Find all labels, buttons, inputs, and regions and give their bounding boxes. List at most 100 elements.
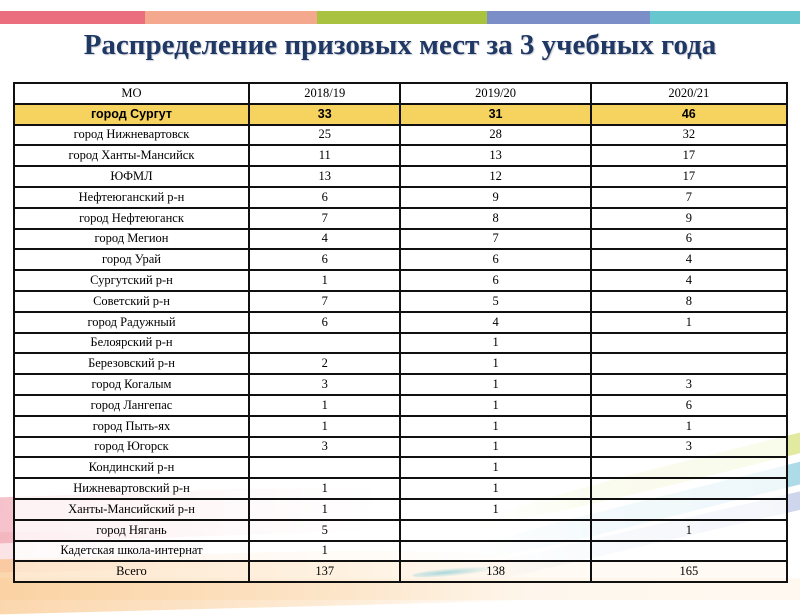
value-cell: 2018/19 xyxy=(247,82,402,105)
value-cell: 1 xyxy=(589,310,789,334)
value-cell: 6 xyxy=(399,248,592,272)
value-cell xyxy=(589,477,789,500)
value-cell: 1 xyxy=(589,518,789,542)
stripe-segment-4 xyxy=(487,11,651,24)
value-cell: 5 xyxy=(247,518,402,542)
table-row: Советский р-н 7 5 8 xyxy=(13,289,789,313)
value-cell: 6 xyxy=(247,185,402,209)
table-row: город Лангепас 1 1 6 xyxy=(13,393,789,417)
value-cell: 2020/21 xyxy=(589,82,789,105)
value-cell: 1 xyxy=(399,393,592,417)
value-cell: 6 xyxy=(399,269,592,292)
value-cell: 7 xyxy=(247,289,402,313)
value-cell: 3 xyxy=(589,435,789,459)
value-cell xyxy=(399,518,592,542)
value-cell: 1 xyxy=(399,373,592,396)
row-label-cell: город Югорск xyxy=(13,435,250,459)
value-cell: 1 xyxy=(247,269,402,292)
value-cell: 25 xyxy=(247,123,402,147)
value-cell xyxy=(589,352,789,376)
row-label-cell: Ханты-Мансийский р-н xyxy=(13,497,250,521)
row-label-cell: город Пыть-ях xyxy=(13,414,250,438)
value-cell xyxy=(247,456,402,480)
value-cell xyxy=(589,456,789,480)
value-cell: 138 xyxy=(399,560,592,584)
value-cell xyxy=(589,497,789,521)
value-cell xyxy=(589,539,789,563)
row-label-cell: город Сургут xyxy=(13,102,250,126)
table-header-row: МО 2018/19 2019/20 2020/21 xyxy=(13,82,789,105)
value-cell: 1 xyxy=(247,393,402,417)
value-cell: 12 xyxy=(399,165,592,188)
value-cell: 6 xyxy=(247,248,402,272)
row-label-cell: Советский р-н xyxy=(13,289,250,313)
value-cell: 32 xyxy=(589,123,789,147)
stripe-segment-1 xyxy=(0,11,145,24)
table-row-highlight: город Сургут 33 31 46 xyxy=(13,102,789,126)
value-cell: 7 xyxy=(399,227,592,251)
value-cell: 4 xyxy=(589,248,789,272)
stripe-segment-3 xyxy=(316,11,488,24)
value-cell xyxy=(247,331,402,355)
table-row: город Пыть-ях 1 1 1 xyxy=(13,414,789,438)
table-row: Нижневартовский р-н 1 1 xyxy=(13,477,789,500)
value-cell: 1 xyxy=(247,414,402,438)
value-cell: 3 xyxy=(589,373,789,396)
value-cell: 46 xyxy=(589,102,789,126)
stripe-segment-5 xyxy=(650,11,800,24)
row-label-cell: Белоярский р-н xyxy=(13,331,250,355)
value-cell xyxy=(589,331,789,355)
value-cell: 1 xyxy=(589,414,789,438)
table-row: город Нефтеюганск 7 8 9 xyxy=(13,206,789,230)
value-cell: 1 xyxy=(399,414,592,438)
row-label-cell: Всего xyxy=(13,560,250,584)
value-cell: 1 xyxy=(247,497,402,521)
column-header-cell: МО xyxy=(13,82,250,105)
row-label-cell: Кондинский р-н xyxy=(13,456,250,480)
value-cell: 11 xyxy=(247,144,402,168)
value-cell: 2 xyxy=(247,352,402,376)
table-row: Сургутский р-н 1 6 4 xyxy=(13,269,789,292)
row-label-cell: город Когалым xyxy=(13,373,250,396)
row-label-cell: ЮФМЛ xyxy=(13,165,250,188)
table-row: город Ханты-Мансийск 11 13 17 xyxy=(13,144,789,168)
value-cell: 1 xyxy=(399,331,592,355)
table-row: город Нягань 5 1 xyxy=(13,518,789,542)
value-cell: 1 xyxy=(399,352,592,376)
value-cell: 13 xyxy=(247,165,402,188)
value-cell: 5 xyxy=(399,289,592,313)
value-cell: 8 xyxy=(399,206,592,230)
table-row: Ханты-Мансийский р-н 1 1 xyxy=(13,497,789,521)
row-label-cell: город Нижневартовск xyxy=(13,123,250,147)
row-label-cell: город Лангепас xyxy=(13,393,250,417)
value-cell: 28 xyxy=(399,123,592,147)
value-cell: 4 xyxy=(589,269,789,292)
row-label-cell: город Урай xyxy=(13,248,250,272)
value-cell: 4 xyxy=(399,310,592,334)
value-cell: 6 xyxy=(247,310,402,334)
row-label-cell: Сургутский р-н xyxy=(13,269,250,292)
value-cell: 6 xyxy=(589,393,789,417)
row-label-cell: Березовский р-н xyxy=(13,352,250,376)
table-total-row: Всего 137 138 165 xyxy=(13,560,789,584)
table-row: город Нижневартовск 25 28 32 xyxy=(13,123,789,147)
value-cell: 3 xyxy=(247,435,402,459)
row-label-cell: город Ханты-Мансийск xyxy=(13,144,250,168)
value-cell: 6 xyxy=(589,227,789,251)
value-cell: 137 xyxy=(247,560,402,584)
value-cell: 8 xyxy=(589,289,789,313)
table-row: город Мегион 4 7 6 xyxy=(13,227,789,251)
value-cell: 1 xyxy=(399,477,592,500)
value-cell: 17 xyxy=(589,144,789,168)
value-cell: 1 xyxy=(247,477,402,500)
value-cell xyxy=(399,539,592,563)
value-cell: 9 xyxy=(589,206,789,230)
value-cell: 7 xyxy=(247,206,402,230)
row-label-cell: город Мегион xyxy=(13,227,250,251)
table-row: Белоярский р-н 1 xyxy=(13,331,789,355)
row-label-cell: город Нефтеюганск xyxy=(13,206,250,230)
stripe-segment-2 xyxy=(144,11,317,24)
table-row: город Радужный 6 4 1 xyxy=(13,310,789,334)
table-row: Березовский р-н 2 1 xyxy=(13,352,789,376)
row-label-cell: город Радужный xyxy=(13,310,250,334)
